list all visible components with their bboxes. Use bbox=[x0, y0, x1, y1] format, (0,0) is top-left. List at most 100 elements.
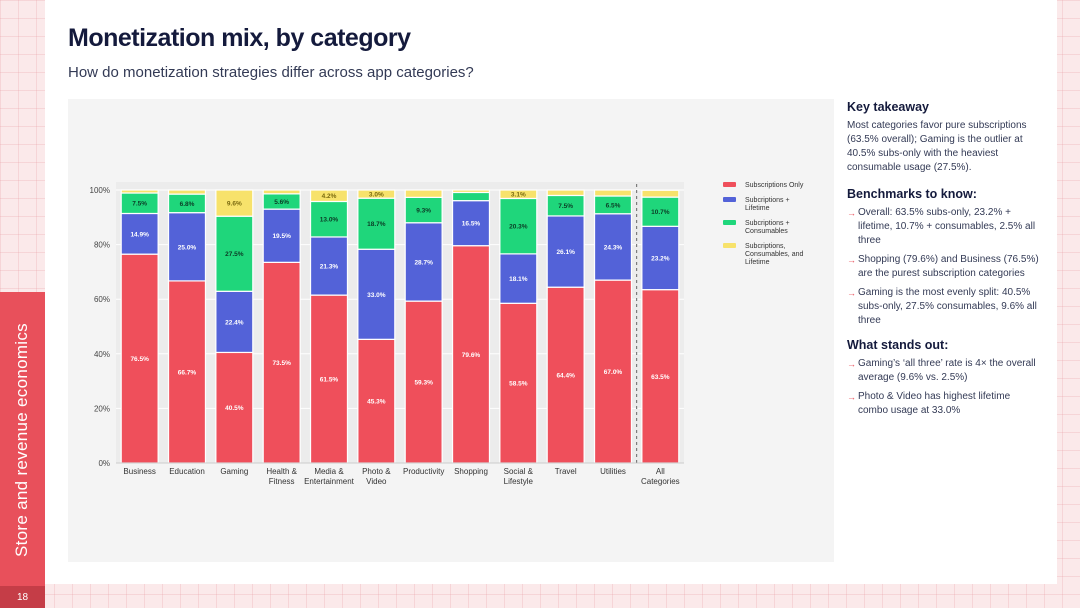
bar-segment bbox=[404, 189, 443, 198]
legend-swatch bbox=[723, 197, 736, 202]
data-label: 7.5% bbox=[558, 203, 573, 210]
x-tick-label: Entertainment bbox=[304, 477, 355, 486]
arrow-right-icon: → bbox=[847, 208, 856, 218]
data-label: 10.7% bbox=[651, 209, 670, 216]
bar-segment bbox=[451, 191, 491, 202]
data-label: 18.7% bbox=[367, 221, 386, 228]
legend-swatch bbox=[723, 243, 736, 248]
section-label: Store and revenue economics bbox=[12, 323, 31, 557]
data-label: 58.5% bbox=[509, 381, 528, 388]
data-label: 6.5% bbox=[606, 202, 621, 209]
data-label: 3.0% bbox=[369, 192, 384, 199]
x-tick-label: All bbox=[656, 467, 665, 476]
stacked-bar-chart: 0% 20% 40% 60% 80% 100% 76.5% 14.9% 7.5% Business… bbox=[90, 182, 804, 486]
data-label: 13.0% bbox=[320, 217, 339, 224]
arrow-right-icon: → bbox=[847, 392, 856, 402]
x-tick-label: Lifestyle bbox=[504, 477, 534, 486]
data-label: 19.5% bbox=[272, 233, 291, 240]
data-label: 3.1% bbox=[511, 192, 526, 199]
bar-segment bbox=[593, 189, 633, 197]
list-item-text: Shopping (79.6%) and Business (76.5%) ar… bbox=[858, 254, 1039, 279]
y-tick-label: 100% bbox=[90, 186, 110, 195]
bar-segment bbox=[641, 225, 680, 291]
benchmarks-list: → Overall: 63.5% subs-only, 23.2% + lifet… bbox=[847, 206, 1042, 328]
x-tick-label: Photo & bbox=[362, 467, 391, 476]
benchmarks-heading: Benchmarks to know: bbox=[847, 187, 977, 201]
data-label: 4.2% bbox=[322, 193, 337, 200]
data-label: 14.9% bbox=[130, 231, 149, 238]
legend-label: Lifetime bbox=[745, 259, 770, 266]
x-tick-label: Education bbox=[169, 467, 205, 476]
data-label: 9.6% bbox=[227, 201, 242, 208]
bar-segment bbox=[546, 215, 585, 288]
data-label: 26.1% bbox=[556, 249, 575, 256]
x-tick-label: Video bbox=[366, 477, 387, 486]
x-tick-label: Fitness bbox=[269, 477, 295, 486]
stands-out-list: → Gaming’s ‘all three’ rate is 4× the ove… bbox=[847, 357, 1042, 418]
bar-segment bbox=[499, 189, 538, 200]
x-tick-label: Business bbox=[123, 467, 155, 476]
plot-area bbox=[116, 182, 684, 463]
x-tick-label: Health & bbox=[266, 467, 297, 476]
x-tick-label: Utilities bbox=[600, 467, 626, 476]
page-subtitle: How do monetization strategies differ ac… bbox=[68, 64, 474, 81]
bar-segment bbox=[404, 222, 443, 302]
x-tick-label: Productivity bbox=[403, 467, 444, 476]
bar-segment bbox=[546, 286, 585, 464]
list-item: → Gaming is the most evenly split: 40.5% … bbox=[847, 286, 1042, 328]
bar-segment bbox=[309, 200, 349, 238]
data-label: 22.4% bbox=[225, 319, 244, 326]
arrow-right-icon: → bbox=[847, 288, 856, 298]
bar-segment bbox=[357, 248, 396, 340]
data-label: 73.5% bbox=[272, 360, 291, 367]
data-label: 24.3% bbox=[604, 244, 623, 251]
list-item-text: Gaming is the most evenly split: 40.5% s… bbox=[858, 287, 1037, 326]
list-item: → Shopping (79.6%) and Business (76.5%) a… bbox=[847, 253, 1042, 281]
x-tick-label: Travel bbox=[555, 467, 577, 476]
bar-segment bbox=[262, 189, 301, 195]
data-label: 20.3% bbox=[509, 224, 528, 231]
data-label: 6.8% bbox=[180, 201, 195, 208]
data-label: 21.3% bbox=[320, 264, 339, 271]
list-item: → Overall: 63.5% subs-only, 23.2% + lifet… bbox=[847, 206, 1042, 248]
data-label: 25.0% bbox=[178, 244, 197, 251]
bar-segment bbox=[215, 189, 254, 217]
bar-segment bbox=[451, 200, 491, 247]
x-tick-label: Media & bbox=[314, 467, 344, 476]
page-title: Monetization mix, by category bbox=[68, 24, 411, 52]
bar-segment bbox=[499, 302, 538, 464]
list-item: → Photo & Video has highest lifetime comb… bbox=[847, 390, 1042, 418]
data-label: 5.6% bbox=[274, 199, 289, 206]
data-label: 79.6% bbox=[462, 352, 481, 359]
legend-label: Subcriptions + bbox=[745, 197, 790, 204]
bar-segment bbox=[215, 215, 254, 292]
data-label: 63.5% bbox=[651, 374, 670, 381]
bar-segment bbox=[120, 189, 159, 194]
arrow-right-icon: → bbox=[847, 359, 856, 369]
bar-segment bbox=[357, 197, 396, 250]
bar-segment bbox=[309, 189, 349, 203]
data-label: 27.5% bbox=[225, 251, 244, 258]
data-label: 40.5% bbox=[225, 405, 244, 412]
data-label: 64.4% bbox=[556, 373, 575, 380]
takeaway-text: Most categories favor pure subscriptions… bbox=[847, 120, 1027, 173]
data-label: 45.3% bbox=[367, 399, 386, 406]
bar-segment bbox=[641, 196, 680, 227]
legend-label: Subcriptions, bbox=[745, 243, 786, 250]
bar-segment bbox=[641, 189, 680, 198]
list-item-text: Photo & Video has highest lifetime combo… bbox=[858, 391, 1011, 416]
side-tab bbox=[0, 292, 45, 586]
bar-segment bbox=[357, 189, 396, 199]
list-item: → Gaming’s ‘all three’ rate is 4× the ove… bbox=[847, 357, 1042, 385]
data-label: 9.3% bbox=[416, 208, 431, 215]
legend-label: Lifetime bbox=[745, 205, 770, 212]
bar-segment bbox=[262, 208, 301, 263]
data-label: 59.3% bbox=[414, 380, 433, 387]
data-label: 18.1% bbox=[509, 276, 528, 283]
legend-swatch bbox=[723, 220, 736, 225]
data-label: 23.2% bbox=[651, 255, 670, 262]
y-tick-label: 80% bbox=[94, 241, 110, 250]
x-tick-label: Categories bbox=[641, 477, 680, 486]
data-label: 76.5% bbox=[130, 356, 149, 363]
page-number: 18 bbox=[0, 586, 45, 608]
